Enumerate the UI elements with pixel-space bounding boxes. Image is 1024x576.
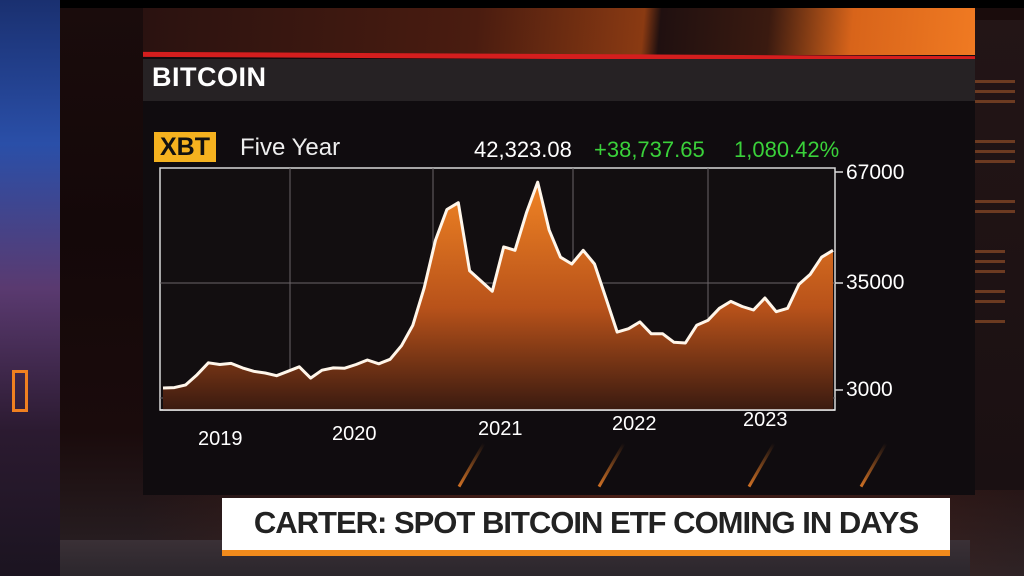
x-tick-label: 2019 (198, 428, 243, 450)
letterbox-top (0, 0, 1024, 8)
y-tick-label: 35000 (846, 271, 905, 294)
period-label: Five Year (240, 134, 341, 161)
percent-change: 1,080.42% (734, 137, 840, 162)
price-line (162, 180, 834, 390)
net-change: +38,737.65 (594, 137, 705, 162)
lower-third-banner: CARTER: SPOT BITCOIN ETF COMING IN DAYS (222, 498, 950, 556)
studio-video-wall-right (969, 20, 1024, 490)
x-tick-label: 2020 (332, 423, 377, 445)
plot-area (159, 167, 843, 411)
y-axis-ticks (835, 171, 843, 391)
y-tick-label: 3000 (846, 378, 893, 401)
x-tick-label: 2023 (743, 409, 788, 431)
chart-title: BITCOIN (152, 62, 267, 92)
price-area (163, 182, 833, 410)
title-bar (143, 59, 975, 101)
headline: CARTER: SPOT BITCOIN ETF COMING IN DAYS (253, 505, 919, 540)
last-price: 42,323.08 (474, 137, 572, 162)
y-tick-label: 67000 (846, 161, 905, 184)
x-tick-label: 2022 (612, 413, 657, 435)
studio-video-wall-left (0, 0, 60, 576)
ticker-badge: XBT (154, 132, 216, 162)
x-tick-label: 2021 (478, 418, 523, 440)
panel-header-graphic (143, 8, 975, 60)
